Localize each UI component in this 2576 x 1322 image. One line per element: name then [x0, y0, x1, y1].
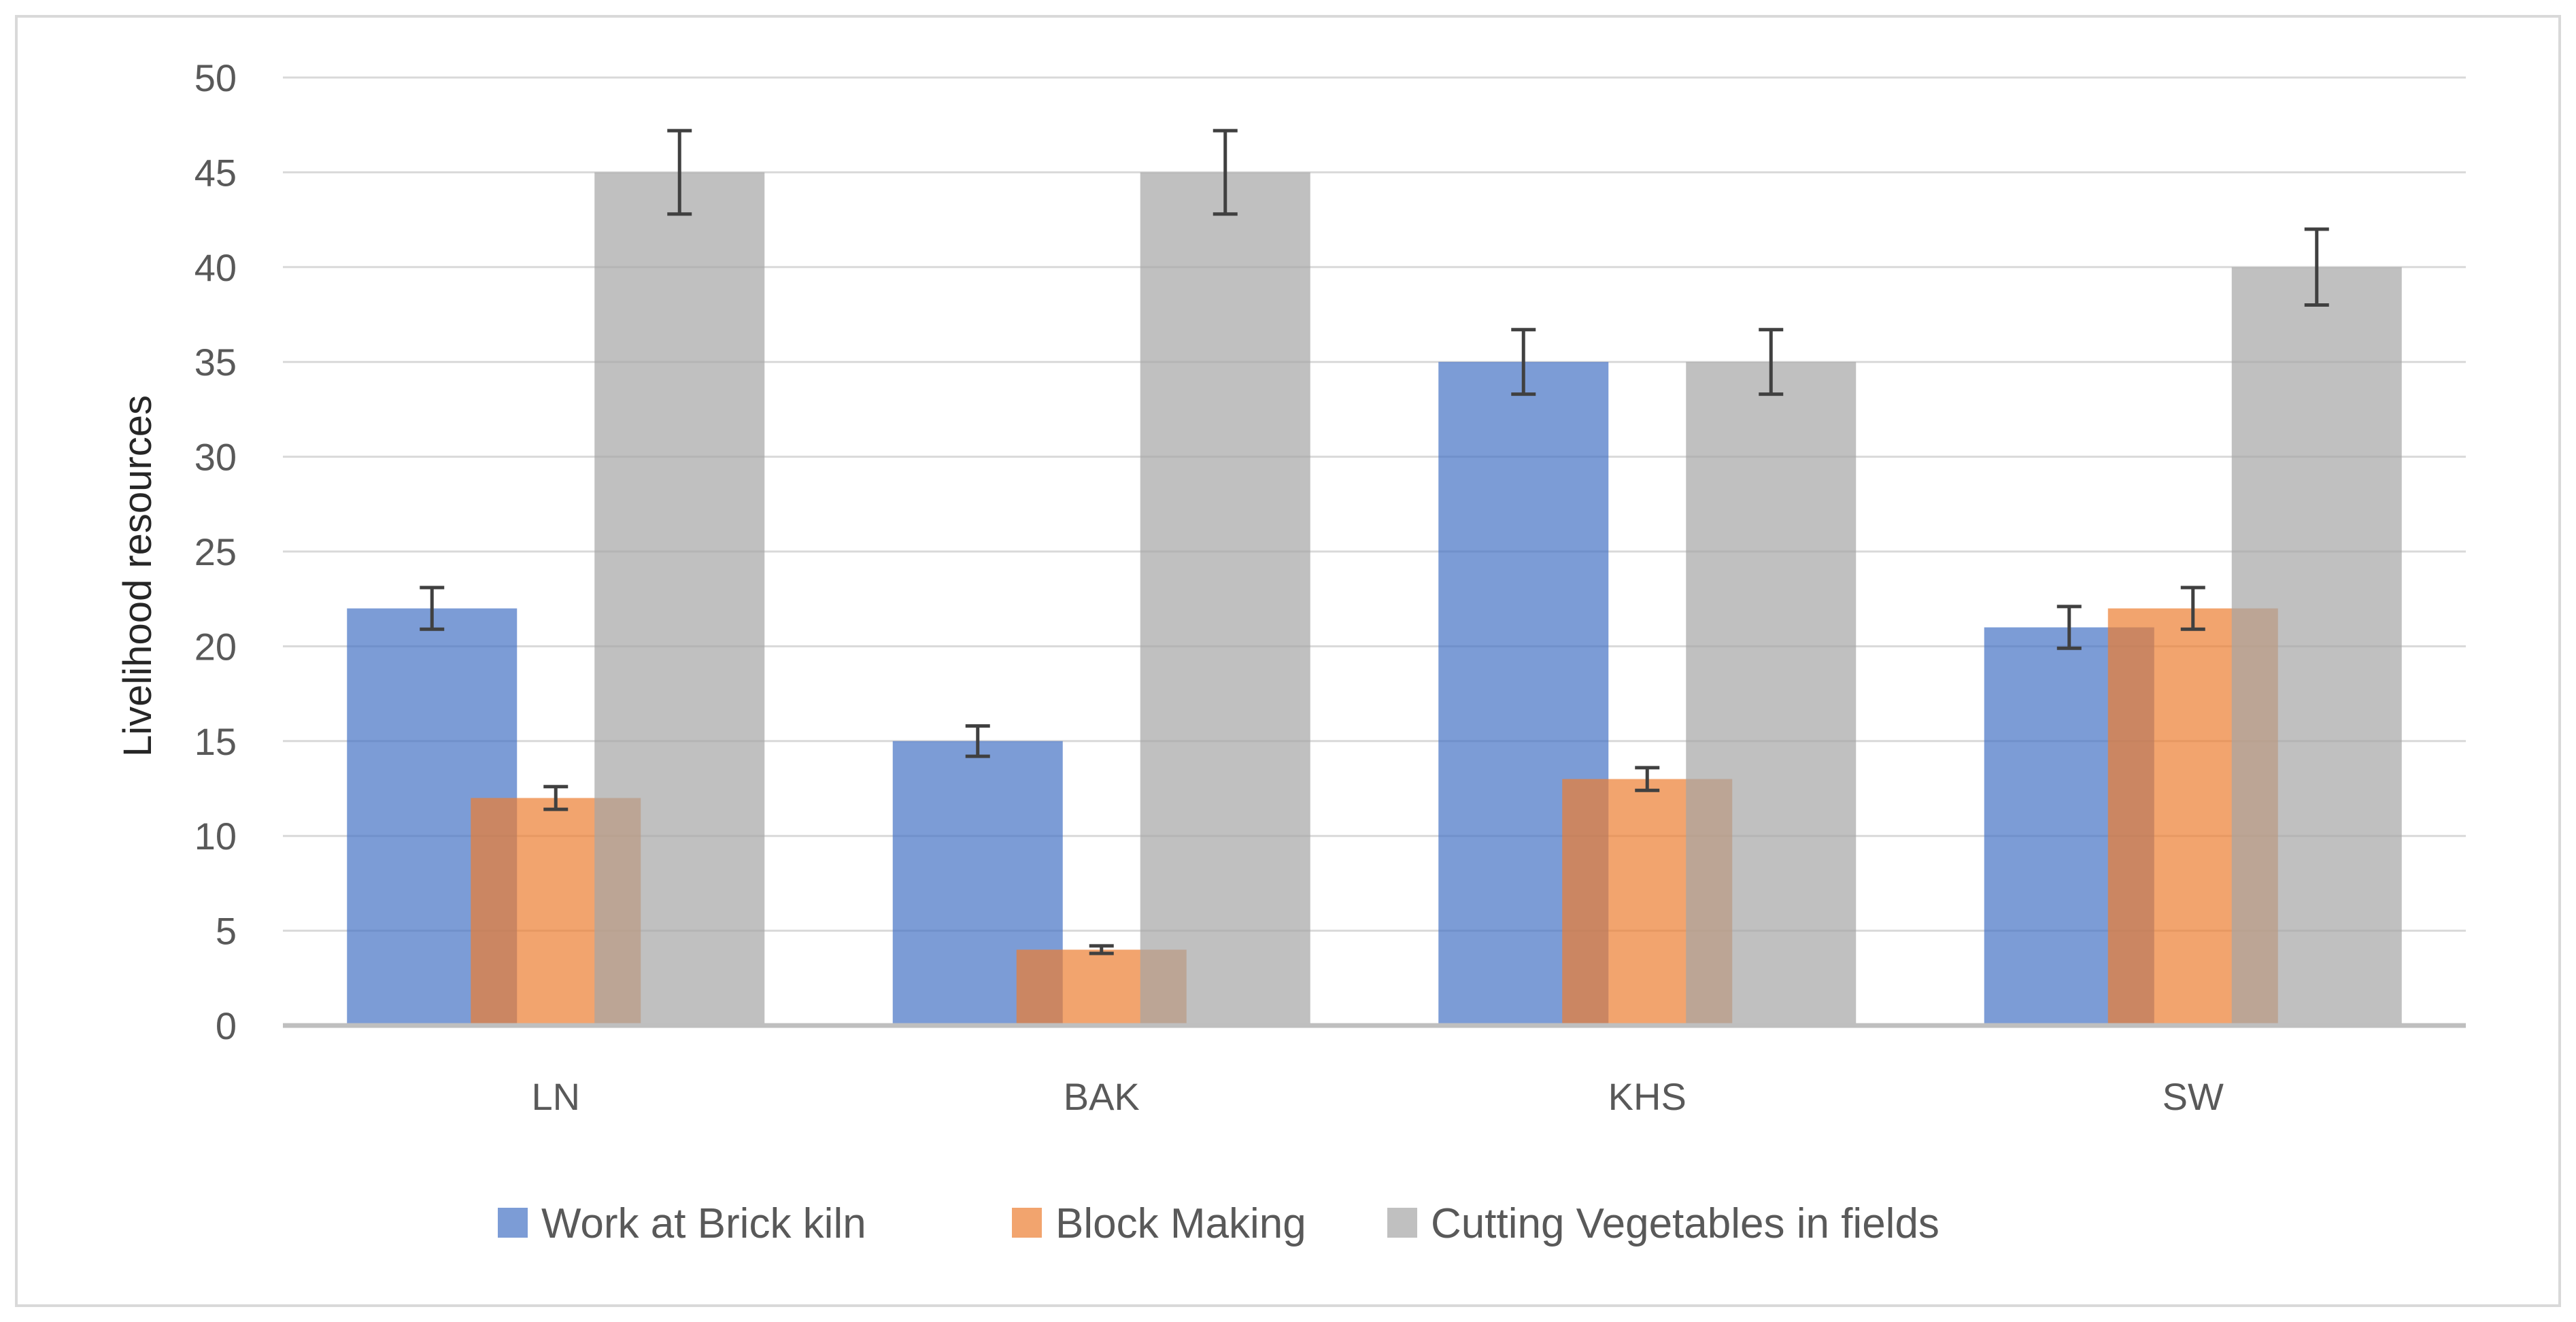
error-bar-block-making-bak [1089, 944, 1114, 955]
x-tick-label-sw: SW [2163, 1075, 2224, 1118]
bar-cutting-vegetables-in-fields-ln [594, 172, 765, 1026]
bar-cutting-vegetables-in-fields-bak [1140, 172, 1310, 1026]
y-tick-label-15: 15 [194, 720, 237, 763]
legend-label: Cutting Vegetables in fields [1431, 1200, 1939, 1247]
y-tick-label-10: 10 [194, 815, 237, 858]
legend-swatch [1387, 1208, 1417, 1238]
chart-container: 0 5 10 15 20 25 30 35 40 45 50 LN BAK KHS SW Livelihoo… [15, 15, 2561, 1307]
error-bar-block-making-ln [543, 785, 569, 811]
error-bar-work-at-brick-kiln-bak [965, 724, 990, 758]
error-bar-cutting-vegetables-in-fields-bak [1213, 129, 1238, 216]
y-tick-label-25: 25 [194, 530, 237, 573]
y-axis-title: Livelihood resources [116, 395, 160, 757]
error-bar-work-at-brick-kiln-khs [1511, 328, 1536, 396]
chart-svg: 0 5 10 15 20 25 30 35 40 45 50 LN BAK KHS SW Livelihoo… [116, 56, 2466, 1247]
x-tick-label-ln: LN [531, 1075, 580, 1118]
x-tick-label-khs: KHS [1608, 1075, 1687, 1118]
legend-label: Block Making [1055, 1200, 1306, 1247]
y-tick-label-35: 35 [194, 341, 237, 384]
y-tick-label-45: 45 [194, 151, 237, 194]
bars [347, 172, 2402, 1026]
error-bar-work-at-brick-kiln-sw [2056, 605, 2082, 650]
axes: 0 5 10 15 20 25 30 35 40 45 50 LN BAK KHS SW [194, 56, 2466, 1118]
y-tick-label-30: 30 [194, 436, 237, 479]
legend-label: Work at Brick kiln [541, 1200, 866, 1247]
error-bar-cutting-vegetables-in-fields-khs [1759, 328, 1784, 396]
y-tick-label-0: 0 [216, 1004, 237, 1047]
bar-cutting-vegetables-in-fields-sw [2231, 267, 2402, 1026]
y-tick-label-50: 50 [194, 56, 237, 99]
y-tick-label-40: 40 [194, 246, 237, 289]
x-tick-label-bak: BAK [1064, 1075, 1140, 1118]
y-tick-label-5: 5 [216, 910, 237, 953]
error-bar-work-at-brick-kiln-ln [420, 586, 445, 631]
legend: Work at Brick kiln Block Making Cutting Ve… [498, 1200, 1939, 1247]
bar-cutting-vegetables-in-fields-khs [1686, 362, 1857, 1026]
y-tick-label-20: 20 [194, 625, 237, 668]
error-bar-cutting-vegetables-in-fields-ln [667, 129, 692, 216]
error-bar-block-making-khs [1635, 766, 1660, 792]
legend-item-work-at-brick-kiln: Work at Brick kiln [498, 1200, 866, 1247]
legend-item-block-making: Block Making [1012, 1200, 1306, 1247]
error-bars [420, 129, 2329, 955]
legend-swatch [498, 1208, 528, 1238]
legend-item-cutting-vegetables-in-fields: Cutting Vegetables in fields [1387, 1200, 1939, 1247]
legend-swatch [1012, 1208, 1042, 1238]
error-bar-block-making-sw [2180, 586, 2205, 631]
error-bar-cutting-vegetables-in-fields-sw [2304, 227, 2329, 307]
